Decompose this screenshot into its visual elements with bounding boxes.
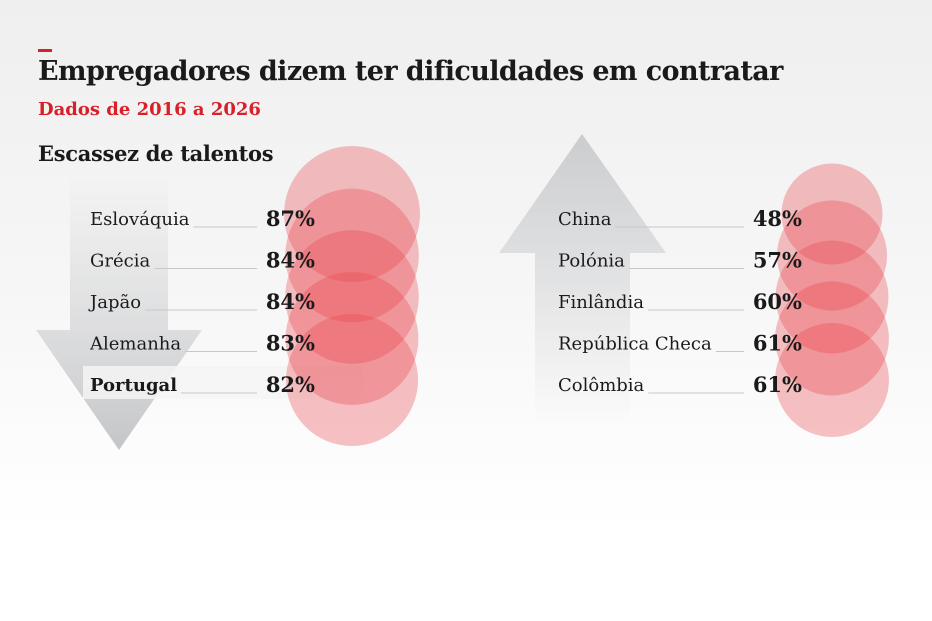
- chart-title: Empregadores dizem ter dificuldades em c…: [38, 56, 783, 87]
- chart-subtitle: Dados de 2016 a 2026: [38, 99, 261, 120]
- bubble-portugal: [285, 313, 419, 447]
- arrow-up-icon: [499, 134, 666, 425]
- accent-dash: [38, 49, 52, 52]
- country-label: Japão: [88, 292, 141, 313]
- value-label: 83%: [266, 331, 315, 356]
- bubble-grécia: [285, 188, 419, 323]
- country-label: República Checa: [558, 334, 712, 355]
- bubble-polónia: [776, 200, 888, 311]
- value-label: 60%: [753, 289, 802, 314]
- country-label: Grécia: [90, 251, 150, 272]
- value-label: 61%: [753, 331, 802, 356]
- bubble-finlândia: [775, 240, 889, 354]
- country-label: Colômbia: [558, 375, 645, 396]
- value-label: 84%: [266, 248, 315, 273]
- value-label: 84%: [266, 289, 315, 314]
- bubble-japão: [285, 230, 419, 364]
- country-label: Alemanha: [89, 334, 181, 355]
- value-label: 87%: [266, 206, 315, 231]
- bubble-china: [781, 163, 883, 265]
- country-label: Finlândia: [558, 292, 644, 313]
- value-label: 48%: [753, 206, 802, 231]
- bubble-república-checa: [775, 281, 889, 396]
- country-label: Polónia: [558, 251, 625, 272]
- bubble-alemanha: [285, 272, 419, 405]
- value-label: 57%: [753, 248, 802, 273]
- country-label: Portugal: [90, 375, 177, 396]
- country-label: Eslováquia: [90, 209, 190, 230]
- bubble-eslováquia: [284, 146, 420, 282]
- bubble-colômbia: [775, 323, 889, 437]
- section-heading: Escassez de talentos: [38, 141, 274, 166]
- country-label: China: [558, 209, 612, 230]
- value-label: 61%: [753, 372, 802, 397]
- value-label: 82%: [266, 372, 315, 397]
